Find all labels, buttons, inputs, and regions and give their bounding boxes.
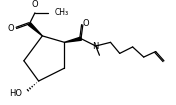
Polygon shape: [28, 23, 42, 36]
Text: N: N: [93, 41, 99, 51]
Text: O: O: [82, 19, 89, 28]
Text: HO: HO: [9, 89, 22, 98]
Text: O: O: [7, 24, 14, 33]
Text: CH₃: CH₃: [54, 8, 68, 17]
Polygon shape: [64, 37, 81, 42]
Text: O: O: [32, 0, 38, 9]
